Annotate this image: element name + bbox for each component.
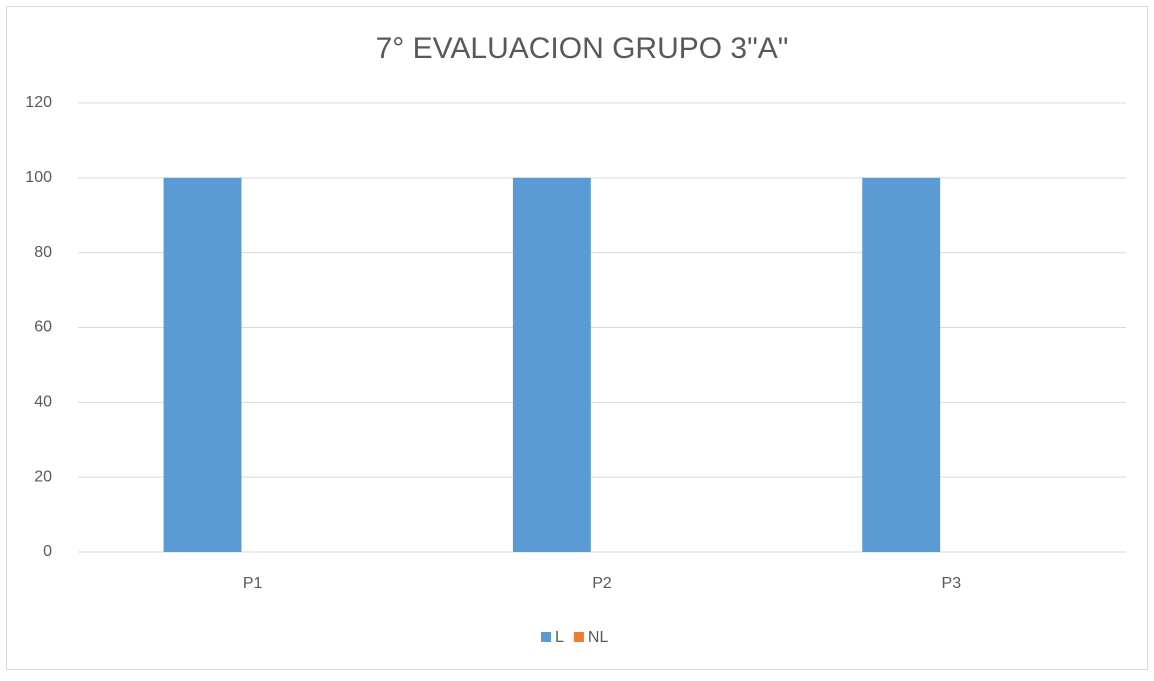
y-tick-label: 120 <box>25 94 52 111</box>
bar <box>163 177 242 553</box>
legend-swatch <box>541 632 551 642</box>
bar <box>862 177 941 553</box>
y-tick-label: 100 <box>25 169 52 186</box>
chart-title: 7° EVALUACION GRUPO 3"A" <box>376 32 789 65</box>
legend-label: NL <box>588 629 609 646</box>
x-tick-label: P3 <box>942 575 962 592</box>
x-tick-label: P2 <box>592 575 612 592</box>
bar <box>512 177 591 553</box>
y-tick-label: 80 <box>34 244 52 261</box>
y-tick-label: 60 <box>34 319 52 336</box>
x-tick-label: P1 <box>243 575 263 592</box>
y-tick-label: 0 <box>43 543 52 560</box>
y-tick-label: 40 <box>34 394 52 411</box>
legend-label: L <box>555 629 564 646</box>
y-tick-label: 20 <box>34 468 52 485</box>
legend-swatch <box>573 632 584 642</box>
